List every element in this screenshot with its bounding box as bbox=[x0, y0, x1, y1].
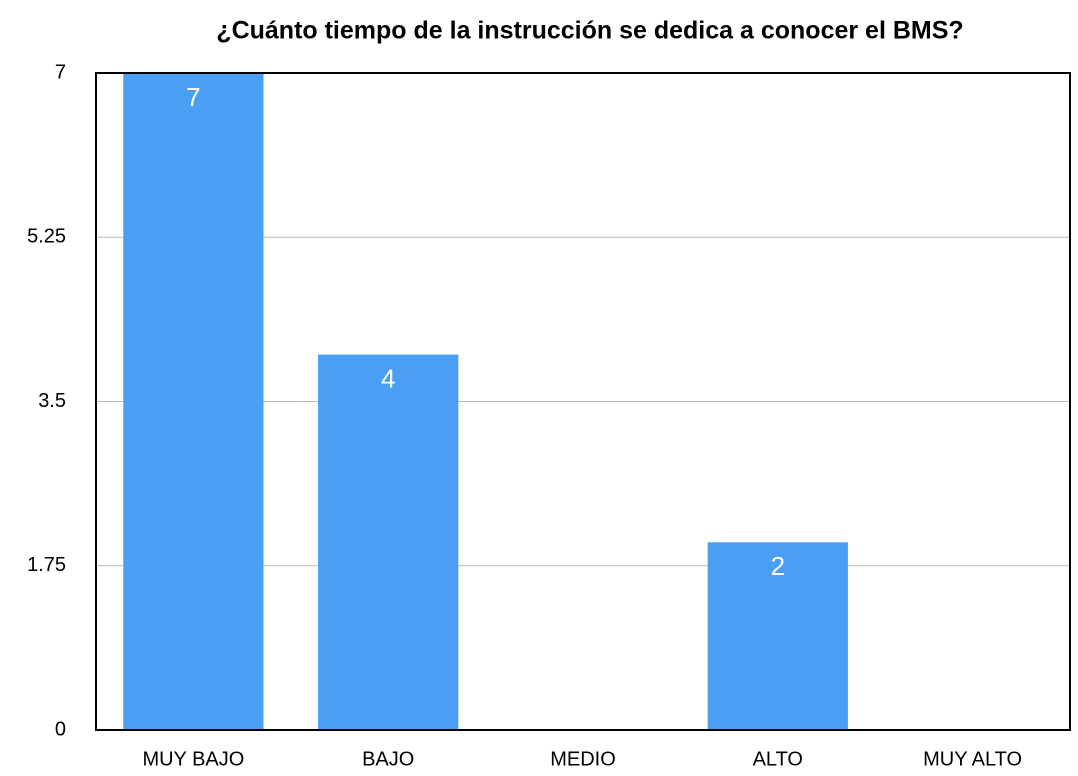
x-tick-label: MUY ALTO bbox=[923, 748, 1022, 770]
data-label: 2 bbox=[771, 551, 785, 581]
data-label: 4 bbox=[381, 363, 395, 393]
x-tick-label: MEDIO bbox=[550, 748, 616, 770]
y-tick-label: 7 bbox=[55, 61, 66, 83]
x-tick-label: MUY BAJO bbox=[142, 748, 244, 770]
bar bbox=[707, 542, 848, 730]
x-tick-label: BAJO bbox=[362, 748, 414, 770]
y-tick-label: 3.5 bbox=[38, 390, 66, 412]
x-tick-label: ALTO bbox=[753, 748, 803, 770]
data-label: 7 bbox=[186, 82, 200, 112]
bar bbox=[318, 354, 459, 730]
bar bbox=[123, 73, 264, 730]
y-tick-label: 0 bbox=[55, 718, 66, 740]
y-tick-label: 5.25 bbox=[27, 226, 66, 248]
plot-frame bbox=[95, 72, 1071, 731]
chart-title: ¿Cuánto tiempo de la instrucción se dedi… bbox=[216, 17, 963, 45]
y-tick-label: 1.75 bbox=[27, 554, 66, 576]
